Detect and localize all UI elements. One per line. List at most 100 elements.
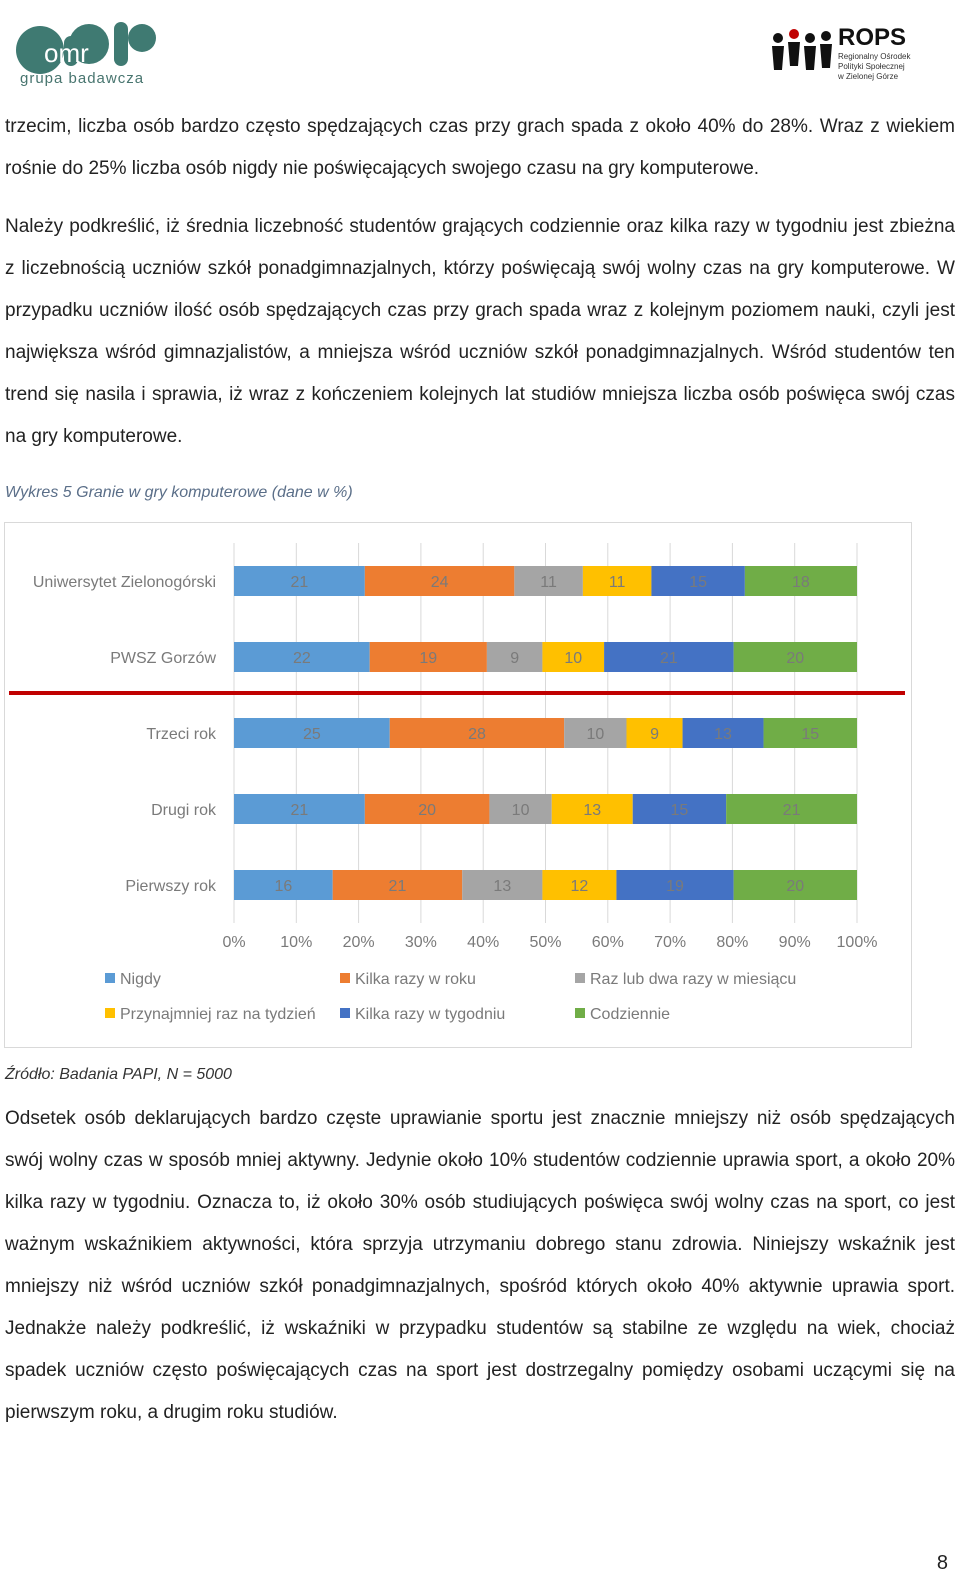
paragraph-3: Odsetek osób deklarujących bardzo częste… [5, 1108, 955, 1423]
page-number: 8 [936, 1552, 948, 1574]
bar-segment [626, 718, 683, 748]
category-label: Drugi rok [151, 802, 217, 819]
bar-segment [632, 794, 727, 824]
data-label: 19 [419, 650, 437, 667]
data-label: 20 [418, 802, 436, 819]
legend-swatch [575, 1008, 585, 1018]
bar-segment [616, 870, 734, 900]
bar-segment [369, 642, 487, 672]
chart-plot: 0% 10% 20% 30% 40% 50% 60% 70% 80% 90% 100% Uniwers… [9, 543, 905, 951]
legend-label: Kilka razy w roku [355, 971, 476, 988]
legend-label: Przynajmniej raz na tydzień [120, 1006, 316, 1023]
legend-item: Raz lub dwa razy w miesiącu [575, 971, 796, 989]
bar-segment [682, 718, 764, 748]
bar-segment [364, 794, 490, 824]
bar-segment [332, 870, 463, 900]
data-label: 20 [786, 878, 804, 895]
data-label: 21 [291, 802, 309, 819]
data-label: 13 [583, 802, 601, 819]
data-label: 24 [431, 574, 449, 591]
x-tick-label: 0% [222, 934, 245, 951]
x-tick-label: 30% [405, 934, 437, 951]
omr-logo-icon: omr [16, 22, 156, 74]
data-label: 20 [786, 650, 804, 667]
bar-segment [234, 870, 333, 900]
data-label: 15 [689, 574, 707, 591]
bar-segment [234, 794, 365, 824]
data-label: 21 [291, 574, 309, 591]
bar-segment [651, 566, 745, 596]
bar-segment [234, 566, 365, 596]
data-label: 22 [293, 650, 311, 667]
data-label: 19 [666, 878, 684, 895]
data-label: 12 [571, 878, 589, 895]
paragraph-1: trzecim, liczba osób bardzo często spędz… [5, 116, 955, 179]
x-tick-label: 50% [529, 934, 561, 951]
svg-text:omr: omr [44, 38, 89, 68]
bar-segment [744, 566, 857, 596]
x-tick-label: 20% [343, 934, 375, 951]
rops-logo: ROPS Regionalny Ośrodek Polityki Społecz… [770, 24, 950, 86]
bar-segment [604, 642, 734, 672]
bar-segment [389, 718, 565, 748]
bar-segment [733, 870, 857, 900]
legend-item: Przynajmniej raz na tydzień [105, 1006, 316, 1024]
x-tick-label: 70% [654, 934, 686, 951]
legend-swatch [105, 973, 115, 983]
legend-label: Raz lub dwa razy w miesiącu [590, 971, 797, 988]
x-tick-label: 10% [280, 934, 312, 951]
data-label: 15 [801, 726, 819, 743]
bar-segment [462, 870, 543, 900]
data-label: 11 [540, 574, 557, 591]
people-figures-icon [772, 29, 832, 70]
bar-segment [564, 718, 627, 748]
logo-caption: grupa badawcza [20, 70, 145, 87]
data-label: 9 [650, 726, 659, 743]
data-label: 18 [792, 574, 810, 591]
legend-swatch [340, 973, 350, 983]
x-tick-label: 80% [716, 934, 748, 951]
x-tick-label: 90% [779, 934, 811, 951]
legend-item: Nigdy [105, 971, 161, 989]
data-label: 16 [274, 878, 292, 895]
rops-subtitle: Regionalny Ośrodek Polityki Społecznej w… [838, 52, 911, 81]
legend-item: Codziennie [575, 1006, 670, 1024]
data-label: 13 [493, 878, 511, 895]
page-header: omr grupa badawcza ROPS Regionalny Ośrod… [0, 0, 960, 112]
bar-segment [733, 642, 857, 672]
paragraph-2: Należy podkreślić, iż średnia liczebność… [5, 216, 955, 447]
data-label: 11 [609, 574, 626, 591]
data-label: 21 [660, 650, 678, 667]
legend-label: Codziennie [590, 1006, 671, 1023]
x-tick-label: 100% [837, 934, 878, 951]
category-label: Pierwszy rok [125, 878, 217, 895]
data-label: 10 [564, 650, 582, 667]
stacked-bar-chart: 0% 10% 20% 30% 40% 50% 60% 70% 80% 90% 100% Uniwers… [4, 522, 912, 1048]
bar-segment [542, 642, 605, 672]
data-label: 9 [510, 650, 519, 667]
data-label: 10 [512, 802, 530, 819]
bar-segment [514, 566, 583, 596]
chart-source: Źródło: Badania PAPI, N = 5000 [5, 1066, 232, 1083]
data-label: 13 [714, 726, 732, 743]
bar-segment [234, 718, 390, 748]
bar-segment [364, 566, 515, 596]
category-label: Trzeci rok [146, 726, 217, 743]
x-tick-label: 60% [592, 934, 624, 951]
legend-swatch [340, 1008, 350, 1018]
chart-legend: Nigdy Kilka razy w roku Raz lub dwa razy w… [105, 971, 865, 1051]
data-label: 25 [303, 726, 321, 743]
bar-segment [726, 794, 857, 824]
chart-caption: Wykres 5 Granie w gry komputerowe (dane … [5, 484, 353, 501]
bar-segment [234, 642, 370, 672]
bar-segment [542, 870, 617, 900]
category-label: Uniwersytet Zielonogórski [33, 574, 216, 591]
legend-label: Kilka razy w tygodniu [355, 1006, 506, 1023]
category-label: PWSZ Gorzów [110, 650, 216, 667]
data-label: 15 [671, 802, 689, 819]
data-label: 28 [468, 726, 486, 743]
bar-segment [489, 794, 552, 824]
data-label: 21 [783, 802, 801, 819]
data-label: 21 [389, 878, 407, 895]
legend-item: Kilka razy w roku [340, 971, 476, 989]
